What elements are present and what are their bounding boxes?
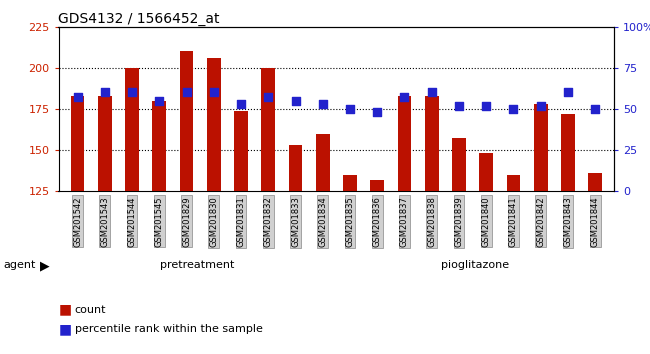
Point (508, 106, 519, 112)
Bar (480, 153, 493, 191)
Bar (234, 110, 248, 191)
Text: ■: ■ (58, 322, 72, 336)
Point (563, 90, 573, 95)
Point (372, 109, 382, 115)
Point (263, 95, 274, 100)
Bar (343, 175, 357, 191)
Bar (180, 51, 193, 191)
Point (318, 101, 328, 107)
Point (454, 103, 464, 108)
Text: pioglitazone: pioglitazone (441, 261, 510, 270)
Bar (71, 96, 84, 191)
Bar (561, 114, 575, 191)
Point (236, 101, 246, 107)
Point (99, 90, 110, 95)
Bar (261, 68, 275, 191)
Bar (98, 96, 112, 191)
Bar (588, 173, 602, 191)
Point (399, 95, 410, 100)
Point (154, 98, 164, 103)
Text: percentile rank within the sample: percentile rank within the sample (75, 324, 263, 334)
Point (291, 98, 301, 103)
Bar (425, 96, 439, 191)
Text: pretreatment: pretreatment (161, 261, 235, 270)
Bar (153, 101, 166, 191)
Point (127, 90, 137, 95)
Point (344, 106, 355, 112)
Bar (398, 96, 411, 191)
Bar (125, 68, 139, 191)
Bar (207, 58, 220, 191)
Text: count: count (75, 305, 106, 315)
Text: agent: agent (3, 261, 36, 270)
Text: GDS4132 / 1566452_at: GDS4132 / 1566452_at (58, 12, 220, 27)
Bar (534, 104, 547, 191)
Point (590, 106, 601, 112)
Bar (506, 175, 520, 191)
Bar (289, 145, 302, 191)
Bar (370, 179, 384, 191)
Point (426, 90, 437, 95)
Bar (316, 133, 330, 191)
Text: ■: ■ (58, 303, 72, 317)
Point (481, 103, 491, 108)
Text: ▶: ▶ (40, 259, 50, 272)
Point (536, 103, 546, 108)
Bar (452, 138, 466, 191)
Point (181, 90, 192, 95)
Point (72, 95, 83, 100)
Point (209, 90, 219, 95)
